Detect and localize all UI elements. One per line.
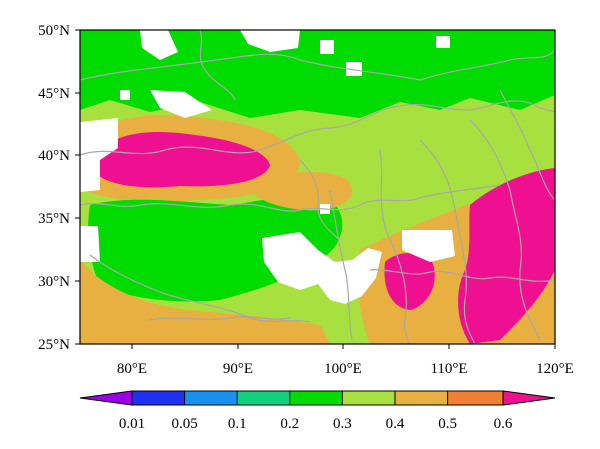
colorbar-dividers xyxy=(131,391,504,405)
nodata-patch xyxy=(120,90,130,100)
border-line xyxy=(80,100,555,156)
border-line xyxy=(469,119,541,341)
colorbar-label: 0.01 xyxy=(119,416,145,432)
border-line xyxy=(329,189,353,341)
lat-label: 25°N xyxy=(38,337,70,353)
colorbar-bin xyxy=(395,391,448,405)
colorbar-bin xyxy=(184,391,238,405)
nodata-patch xyxy=(240,30,300,52)
lon-label: 120°E xyxy=(536,361,574,377)
colorbar-labels: 0.01 0.05 0.1 0.2 0.3 0.4 0.5 0.6 xyxy=(119,416,513,432)
latitude-axis: 50°N 45°N 40°N 35°N 30°N 25°N xyxy=(38,23,80,353)
longitude-axis: 80°E 90°E 100°E 110°E 120°E xyxy=(117,344,574,377)
border-line xyxy=(89,254,311,323)
colorbar-label: 0.6 xyxy=(494,416,513,432)
region-qaidam xyxy=(255,171,353,211)
colorbar-bin xyxy=(342,391,395,405)
lat-label: 30°N xyxy=(38,274,70,290)
map-field xyxy=(80,30,555,344)
nodata-patch xyxy=(80,118,118,192)
colorbar: 0.01 0.05 0.1 0.2 0.3 0.4 0.5 0.6 xyxy=(79,390,556,432)
nodata-patch xyxy=(80,226,100,262)
border-line xyxy=(499,89,555,201)
lon-label: 110°E xyxy=(430,361,467,377)
colorbar-bin xyxy=(503,391,555,405)
colorbar-label: 0.1 xyxy=(228,416,247,432)
lat-label: 40°N xyxy=(38,148,70,164)
lon-label: 90°E xyxy=(223,361,253,377)
colorbar-label: 0.05 xyxy=(171,416,197,432)
border-line xyxy=(299,159,341,241)
region-northwest xyxy=(80,30,555,118)
colorbar-bin xyxy=(289,391,343,405)
region-himalaya-south xyxy=(80,260,330,344)
border-line xyxy=(199,30,236,101)
colorbar-bin xyxy=(80,391,132,405)
nodata-patch xyxy=(346,62,362,76)
border-line xyxy=(80,49,555,81)
border-line xyxy=(80,184,501,212)
lat-label: 45°N xyxy=(38,86,70,102)
region-east-china xyxy=(458,168,555,344)
colorbar-bin xyxy=(237,391,290,405)
region-tarim-basin xyxy=(95,131,270,188)
border-line xyxy=(419,139,476,344)
map-frame xyxy=(79,29,556,345)
nodata-patch xyxy=(320,40,334,54)
colorbar-label: 0.5 xyxy=(438,416,457,432)
border-lines xyxy=(80,30,555,344)
nodata-patch xyxy=(140,30,178,60)
lon-label: 100°E xyxy=(324,361,362,377)
colorbar-label: 0.4 xyxy=(386,416,405,432)
lat-label: 50°N xyxy=(38,23,70,39)
border-line xyxy=(369,269,555,282)
nodata-patch xyxy=(262,232,382,304)
lat-label: 35°N xyxy=(38,211,70,227)
colorbar-label: 0.2 xyxy=(280,416,299,432)
border-line xyxy=(379,149,409,344)
lon-label: 80°E xyxy=(117,361,147,377)
nodata-patch xyxy=(436,36,450,48)
nodata-patches xyxy=(80,30,455,304)
region-sichuan-basin xyxy=(384,253,435,310)
border-line xyxy=(149,316,291,321)
colorbar-bin xyxy=(132,391,185,405)
nodata-patch xyxy=(402,230,455,262)
nodata-patch xyxy=(150,90,212,118)
colorbar-label: 0.3 xyxy=(333,416,352,432)
colorbar-bin xyxy=(447,391,503,405)
